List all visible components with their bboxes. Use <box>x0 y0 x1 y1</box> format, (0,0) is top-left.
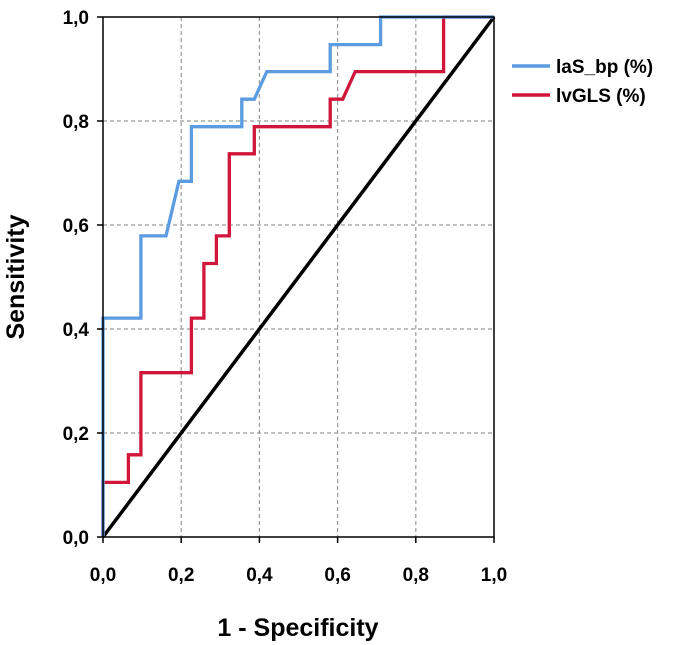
series-line-las-bp <box>101 15 494 537</box>
plot-frame <box>102 16 495 538</box>
x-tick-label: 0,4 <box>246 565 273 586</box>
x-tick-label: 1,0 <box>481 565 507 586</box>
legend-label-las-bp: laS_bp (%) <box>556 57 653 78</box>
legend: laS_bp (%) lvGLS (%) <box>512 57 653 107</box>
reference-line <box>101 15 496 539</box>
y-tick-label: 0,4 <box>63 320 90 341</box>
x-tick-label: 0,8 <box>403 565 429 586</box>
y-tick-label: 0,2 <box>63 424 89 445</box>
y-axis-title: Sensitivity <box>2 214 30 339</box>
y-tick-label: 0,0 <box>63 528 89 549</box>
x-tick-label: 0,6 <box>324 565 350 586</box>
x-tick-label: 0,2 <box>168 565 194 586</box>
series-line-lvgls <box>101 15 494 537</box>
series-group <box>101 15 496 539</box>
x-axis-title: 1 - Specificity <box>217 614 378 642</box>
axis-ticks: 0,0 0,2 0,4 0,6 0,8 1,0 0,0 0,2 0,4 0,6 0,8 1,0 <box>63 8 508 586</box>
y-tick-label: 0,6 <box>63 216 89 237</box>
y-tick-label: 1,0 <box>63 8 89 29</box>
y-tick-label: 0,8 <box>63 112 89 133</box>
legend-label-lvgls: lvGLS (%) <box>556 86 646 107</box>
x-tick-label: 0,0 <box>90 565 116 586</box>
